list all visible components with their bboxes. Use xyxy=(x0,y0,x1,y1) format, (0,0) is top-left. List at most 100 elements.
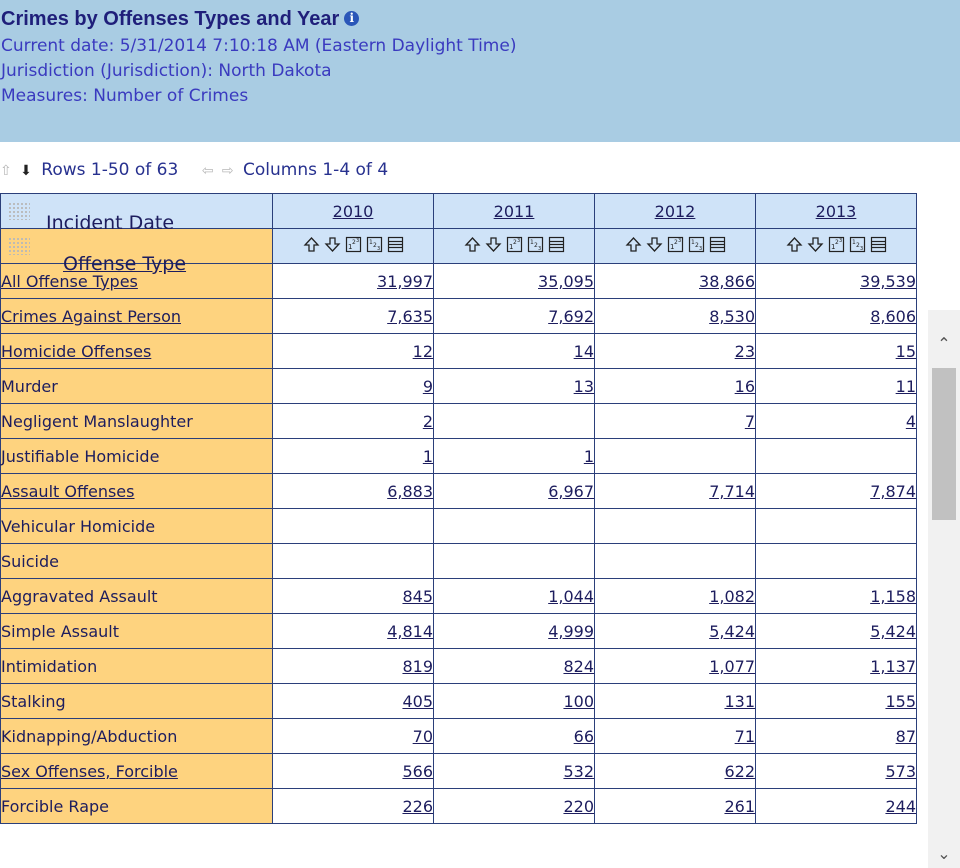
value-cell[interactable]: 11 xyxy=(755,368,917,404)
value-cell[interactable]: 39,539 xyxy=(755,263,917,299)
sort-descending-icon[interactable] xyxy=(485,236,502,257)
value-cell[interactable]: 100 xyxy=(433,683,595,719)
value-cell[interactable]: 1 xyxy=(433,438,595,474)
crime-count[interactable]: 13 xyxy=(573,376,594,396)
value-cell[interactable]: 6,883 xyxy=(272,473,434,509)
value-cell[interactable]: 1,044 xyxy=(433,578,595,614)
incident-date-header[interactable]: Incident Date xyxy=(0,193,273,234)
value-cell[interactable]: 14 xyxy=(433,333,595,369)
value-cell[interactable]: 244 xyxy=(755,788,917,824)
scrollbar-thumb[interactable] xyxy=(932,368,956,520)
crime-count[interactable]: 2 xyxy=(422,411,433,431)
value-cell[interactable]: 1,137 xyxy=(755,648,917,684)
year-header[interactable]: 2012 xyxy=(594,193,756,229)
crime-count[interactable]: 8,530 xyxy=(709,306,755,326)
crime-count[interactable]: 1,137 xyxy=(870,656,916,676)
year-label[interactable]: 2010 xyxy=(332,202,374,221)
crime-count[interactable]: 15 xyxy=(895,341,916,361)
value-cell[interactable]: 1,082 xyxy=(594,578,756,614)
crime-count[interactable]: 71 xyxy=(734,726,755,746)
value-cell[interactable]: 70 xyxy=(272,718,434,754)
year-label[interactable]: 2013 xyxy=(815,202,857,221)
crime-count[interactable]: 7,635 xyxy=(387,306,433,326)
value-cell[interactable]: 261 xyxy=(594,788,756,824)
value-cell[interactable]: 226 xyxy=(272,788,434,824)
value-cell[interactable]: 1 xyxy=(272,438,434,474)
crime-count[interactable]: 11 xyxy=(895,376,916,396)
crime-count[interactable]: 12 xyxy=(412,341,433,361)
crime-count[interactable]: 6,883 xyxy=(387,481,433,501)
value-cell[interactable]: 38,866 xyxy=(594,263,756,299)
value-cell[interactable]: 9 xyxy=(272,368,434,404)
crime-count[interactable]: 845 xyxy=(402,586,433,606)
crime-count[interactable]: 4 xyxy=(905,411,916,431)
offense-type-name[interactable]: Sex Offenses, Forcible xyxy=(1,761,178,781)
offense-type-cell[interactable]: Homicide Offenses xyxy=(0,333,273,369)
crime-count[interactable]: 1,158 xyxy=(870,586,916,606)
rows-next-arrow-icon[interactable]: ⬇ xyxy=(20,163,32,179)
value-cell[interactable]: 4 xyxy=(755,403,917,439)
crime-count[interactable]: 35,095 xyxy=(538,271,594,291)
info-icon[interactable]: i xyxy=(344,11,360,26)
year-header[interactable]: 2011 xyxy=(433,193,595,229)
value-cell[interactable]: 7,692 xyxy=(433,298,595,334)
value-cell[interactable]: 12 xyxy=(272,333,434,369)
crime-count[interactable]: 405 xyxy=(402,691,433,711)
value-cell[interactable]: 5,424 xyxy=(594,613,756,649)
crime-count[interactable]: 131 xyxy=(724,691,755,711)
crime-count[interactable]: 38,866 xyxy=(699,271,755,291)
crime-count[interactable]: 39,539 xyxy=(860,271,916,291)
value-cell[interactable]: 4,999 xyxy=(433,613,595,649)
crime-count[interactable]: 1,077 xyxy=(709,656,755,676)
list-icon[interactable] xyxy=(870,236,887,257)
year-label[interactable]: 2012 xyxy=(654,202,696,221)
crime-count[interactable]: 87 xyxy=(895,726,916,746)
crime-count[interactable]: 824 xyxy=(563,656,594,676)
value-cell[interactable]: 819 xyxy=(272,648,434,684)
offense-type-cell[interactable]: Assault Offenses xyxy=(0,473,273,509)
vertical-scrollbar[interactable]: ⌃ ⌄ xyxy=(928,310,960,868)
offense-type-name[interactable]: Assault Offenses xyxy=(1,481,135,501)
offense-type-name[interactable]: Homicide Offenses xyxy=(1,341,152,361)
offense-type-name[interactable]: Crimes Against Person xyxy=(1,306,181,326)
offense-type-name[interactable]: All Offense Types xyxy=(1,271,138,291)
value-cell[interactable]: 7,635 xyxy=(272,298,434,334)
value-cell[interactable]: 71 xyxy=(594,718,756,754)
offense-type-header[interactable]: Offense Type xyxy=(0,228,273,275)
crime-count[interactable]: 261 xyxy=(724,796,755,816)
sort-descending-icon[interactable] xyxy=(646,236,663,257)
list-icon[interactable] xyxy=(709,236,726,257)
crime-count[interactable]: 4,814 xyxy=(387,621,433,641)
rows-previous-arrow-icon[interactable]: ⇧ xyxy=(0,163,12,179)
value-cell[interactable]: 220 xyxy=(433,788,595,824)
value-cell[interactable]: 405 xyxy=(272,683,434,719)
list-icon[interactable] xyxy=(387,236,404,257)
sort-ascending-icon[interactable] xyxy=(303,236,320,257)
value-cell[interactable]: 622 xyxy=(594,753,756,789)
crime-count[interactable]: 5,424 xyxy=(870,621,916,641)
crime-count[interactable]: 9 xyxy=(422,376,433,396)
crime-count[interactable]: 226 xyxy=(402,796,433,816)
offense-type-cell[interactable]: Crimes Against Person xyxy=(0,298,273,334)
crime-count[interactable]: 7 xyxy=(744,411,755,431)
sort-descending-icon[interactable] xyxy=(807,236,824,257)
crime-count[interactable]: 1 xyxy=(422,446,433,466)
drag-handle-icon[interactable] xyxy=(8,202,30,220)
value-cell[interactable]: 1,158 xyxy=(755,578,917,614)
year-label[interactable]: 2011 xyxy=(493,202,535,221)
value-cell[interactable]: 4,814 xyxy=(272,613,434,649)
crime-count[interactable]: 532 xyxy=(563,761,594,781)
crime-count[interactable]: 1 xyxy=(583,446,594,466)
crime-count[interactable]: 819 xyxy=(402,656,433,676)
crime-count[interactable]: 573 xyxy=(885,761,916,781)
value-cell[interactable]: 66 xyxy=(433,718,595,754)
value-cell[interactable]: 6,967 xyxy=(433,473,595,509)
scroll-up-icon[interactable]: ⌃ xyxy=(937,334,951,353)
value-cell[interactable]: 5,424 xyxy=(755,613,917,649)
crime-count[interactable]: 566 xyxy=(402,761,433,781)
